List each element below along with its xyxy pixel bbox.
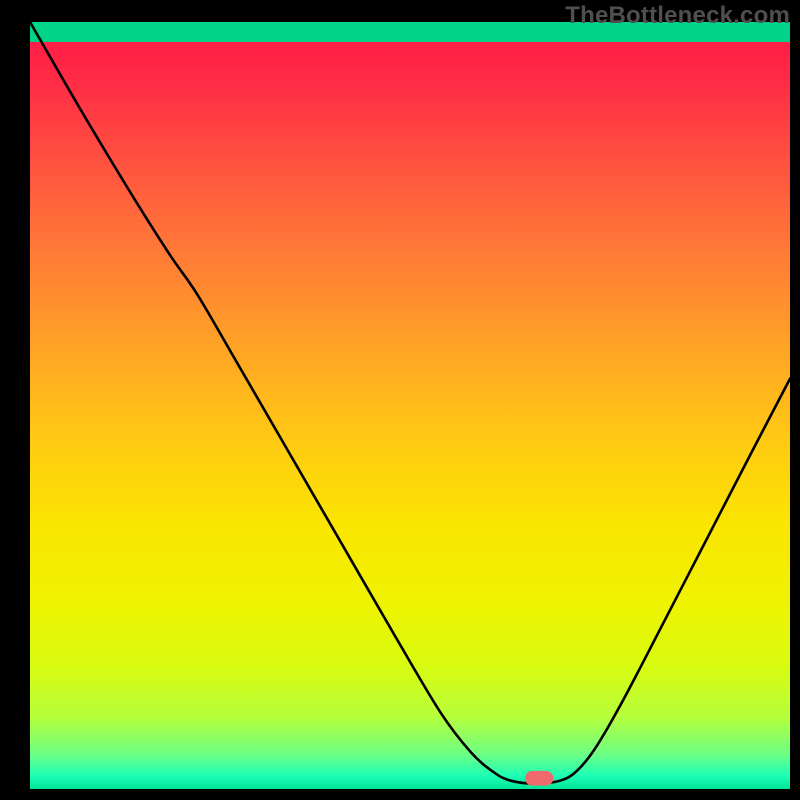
plot-area bbox=[30, 22, 790, 789]
frame-bottom bbox=[0, 789, 800, 800]
bottleneck-curve-chart bbox=[0, 0, 800, 800]
frame-left bbox=[0, 0, 30, 800]
gradient-background bbox=[30, 22, 790, 789]
optimal-marker bbox=[526, 771, 553, 785]
watermark-text: TheBottleneck.com bbox=[565, 2, 790, 30]
frame-right bbox=[790, 0, 800, 800]
chart-stage: TheBottleneck.com bbox=[0, 0, 800, 800]
